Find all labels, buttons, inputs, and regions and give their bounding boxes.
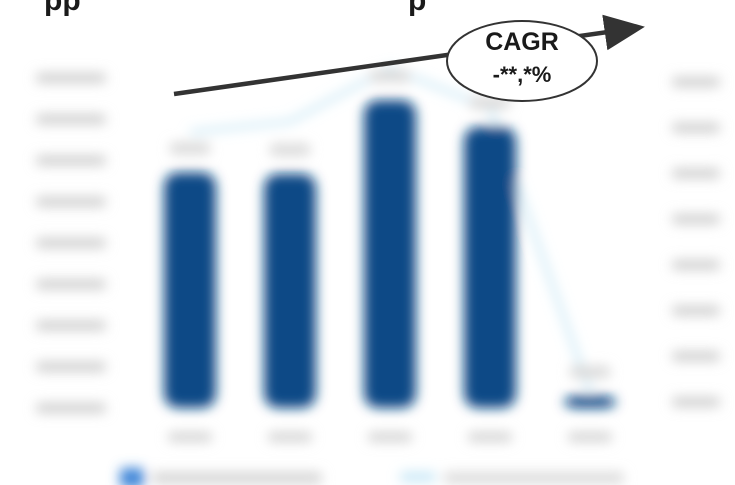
- y2-tick-mark: [672, 122, 720, 133]
- y-tick-mark: [36, 361, 106, 372]
- y2-tick-mark: [672, 259, 720, 270]
- page-title-fragment-right: p: [408, 0, 426, 17]
- page-title-fragment: pp: [44, 0, 81, 17]
- secondary-y-axis-ticks: [672, 77, 720, 407]
- x-tick-mark: [468, 432, 512, 442]
- bar-data-label: [270, 143, 310, 156]
- y-tick-mark: [36, 279, 106, 290]
- plot-area: [36, 65, 720, 485]
- y-tick-mark: [36, 238, 106, 248]
- x-tick-mark: [368, 432, 412, 442]
- legend-swatch-line: [400, 472, 436, 482]
- y2-tick-mark: [672, 305, 720, 316]
- y2-tick-mark: [672, 77, 720, 87]
- legend: [120, 468, 624, 485]
- y2-tick-mark: [672, 397, 720, 407]
- bar: [164, 172, 216, 408]
- bar: [564, 395, 616, 408]
- y-tick-mark: [36, 403, 106, 413]
- y2-tick-mark: [672, 214, 720, 225]
- bar: [464, 126, 516, 408]
- y2-tick-mark: [672, 168, 720, 179]
- cagr-value: -**,*%: [493, 62, 552, 87]
- bar: [264, 173, 316, 408]
- series-line: [189, 65, 592, 393]
- legend-swatch-bar: [120, 468, 144, 485]
- y-tick-mark: [36, 114, 106, 125]
- bar: [364, 100, 416, 409]
- legend-entry-line: [444, 472, 624, 484]
- bar-data-label: [170, 142, 210, 155]
- y-tick-mark: [36, 196, 106, 207]
- x-tick-mark: [568, 432, 612, 442]
- bar-data-labels: [170, 70, 610, 378]
- cagr-ellipse: [446, 20, 598, 102]
- x-tick-mark: [168, 432, 212, 442]
- bar-data-label: [570, 365, 610, 378]
- y-tick-mark: [36, 73, 106, 83]
- bars: [164, 100, 616, 409]
- x-axis-ticks: [168, 432, 612, 442]
- y2-tick-mark: [672, 351, 720, 362]
- bar-data-label: [370, 70, 410, 83]
- legend-entry-bar: [152, 472, 322, 484]
- x-tick-mark: [268, 432, 312, 442]
- y-tick-mark: [36, 320, 106, 331]
- cagr-label: CAGR: [485, 28, 559, 56]
- y-axis-ticks: [36, 73, 106, 413]
- y-tick-mark: [36, 155, 106, 166]
